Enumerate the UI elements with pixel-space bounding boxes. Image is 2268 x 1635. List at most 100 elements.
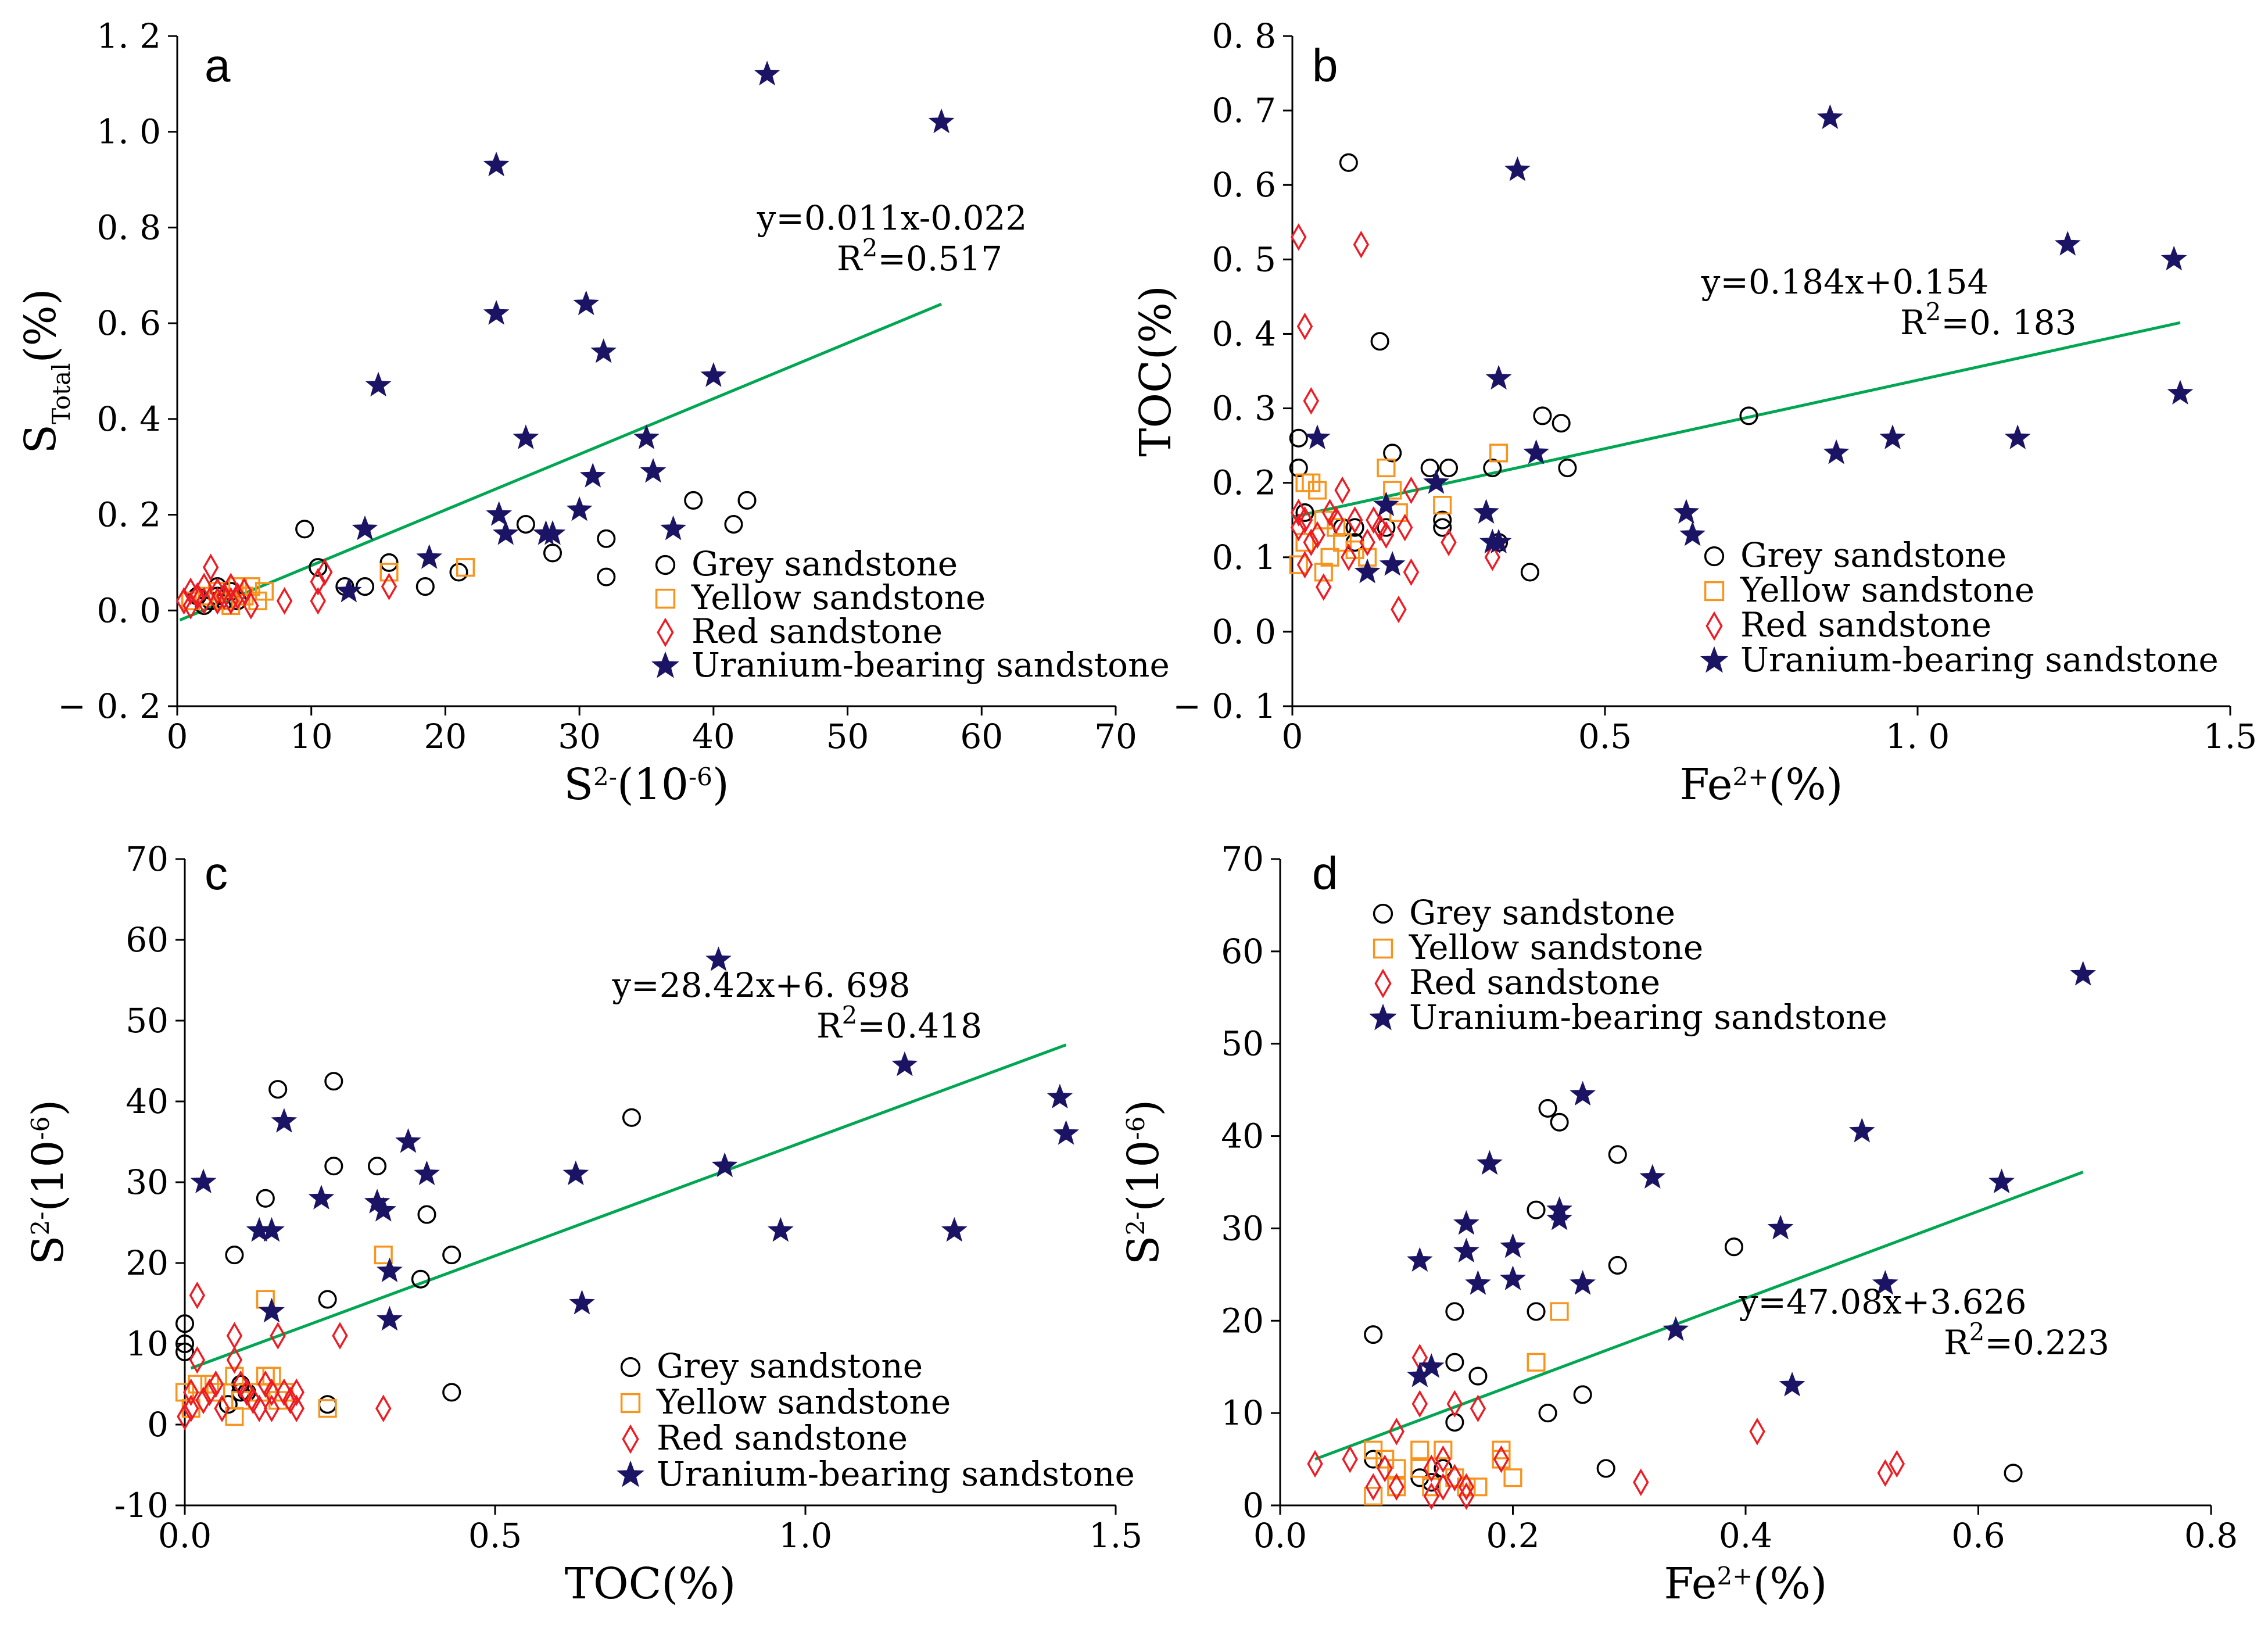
equation-label: y=47.08x+3.626 xyxy=(1739,1282,2027,1322)
data-point xyxy=(1500,1233,1526,1258)
data-point xyxy=(228,577,247,596)
data-point xyxy=(1365,1473,1381,1501)
series-star xyxy=(1304,104,2194,584)
data-point xyxy=(310,587,326,615)
data-point xyxy=(1465,1270,1491,1295)
data-point xyxy=(379,563,399,582)
y-tick-label: 50 xyxy=(1221,1024,1264,1064)
y-tick-label: -10 xyxy=(114,1486,169,1525)
data-point xyxy=(276,587,293,615)
data-point xyxy=(310,568,326,596)
data-point xyxy=(1053,1120,1079,1145)
data-point xyxy=(1321,499,1338,527)
legend-label: Grey sandstone xyxy=(657,1346,923,1386)
y-tick-label: 40 xyxy=(126,1082,169,1121)
data-point xyxy=(1373,491,1399,517)
series-circle xyxy=(1289,153,1758,582)
data-point xyxy=(1370,332,1389,351)
data-point xyxy=(516,514,535,534)
data-point xyxy=(1314,563,1333,582)
data-point xyxy=(1477,1150,1503,1175)
data-point xyxy=(1489,443,1509,463)
y-tick-label: 0. 6 xyxy=(96,303,161,343)
data-point xyxy=(1342,1445,1358,1473)
legend-marker xyxy=(1706,611,1723,641)
data-point xyxy=(232,1370,249,1398)
y-tick-label: 70 xyxy=(1221,839,1264,879)
data-point xyxy=(225,1246,244,1265)
data-point xyxy=(1633,1468,1649,1497)
legend-label: Yellow sandstone xyxy=(691,578,986,617)
data-point xyxy=(737,491,757,510)
y-tick-label: 30 xyxy=(126,1162,169,1202)
data-point xyxy=(700,362,727,387)
data-point xyxy=(1289,428,1308,448)
data-point xyxy=(276,1378,292,1407)
data-point xyxy=(189,1281,206,1310)
data-point xyxy=(1345,518,1364,537)
data-point xyxy=(196,573,212,600)
legend-marker xyxy=(1373,903,1393,924)
data-point xyxy=(1889,1450,1905,1478)
data-point xyxy=(317,558,333,586)
data-point xyxy=(1296,550,1313,579)
data-point xyxy=(579,463,606,488)
data-point xyxy=(1364,1487,1383,1506)
data-point xyxy=(1446,1464,1463,1492)
data-point xyxy=(1550,1112,1569,1132)
data-point xyxy=(1434,1440,1453,1459)
x-tick-label: 1. 0 xyxy=(1886,717,1950,756)
equation-label: y=0.184x+0.154 xyxy=(1701,262,1989,302)
data-point xyxy=(1533,406,1552,425)
panel-letter: b xyxy=(1312,40,1338,91)
data-point xyxy=(1295,533,1314,552)
data-point xyxy=(1307,481,1327,500)
x-axis-label: TOC(%) xyxy=(565,1559,736,1609)
y-tick-label: 0 xyxy=(147,1405,169,1444)
data-point xyxy=(1296,506,1313,534)
y-tick-label: 0. 6 xyxy=(1212,165,1276,205)
data-point xyxy=(1328,506,1345,534)
data-point xyxy=(1388,1473,1404,1501)
data-point xyxy=(562,1160,589,1186)
r-squared-label: R2=0.517 xyxy=(837,234,1002,279)
data-point xyxy=(891,1051,918,1076)
data-point xyxy=(2167,380,2194,405)
data-point xyxy=(416,544,443,569)
series-diamond xyxy=(177,1281,392,1430)
data-point xyxy=(259,1217,285,1242)
data-point xyxy=(223,587,239,615)
data-point xyxy=(1441,528,1457,556)
data-point xyxy=(417,1205,436,1224)
data-point xyxy=(456,558,475,577)
data-point xyxy=(195,1386,212,1415)
data-point xyxy=(1445,1353,1464,1372)
y-tick-label: 60 xyxy=(1221,932,1264,971)
data-point xyxy=(377,1305,403,1331)
data-point xyxy=(381,573,397,600)
y-tick-label: − 0. 1 xyxy=(1173,686,1276,726)
panel-letter: c xyxy=(205,847,228,899)
data-point xyxy=(1291,223,1307,251)
data-point xyxy=(1341,543,1357,571)
x-tick-label: 40 xyxy=(692,717,735,756)
data-point xyxy=(1296,312,1313,341)
y-tick-label: 0. 5 xyxy=(1212,239,1276,279)
data-point xyxy=(256,1189,275,1208)
data-point xyxy=(1468,1477,1488,1497)
data-point xyxy=(1377,1454,1393,1483)
data-point xyxy=(1767,1214,1794,1240)
y-axis-label: S2-(10-6) xyxy=(23,1100,73,1265)
regression-line xyxy=(1292,321,2181,519)
data-point xyxy=(1377,458,1396,478)
series-star xyxy=(1406,961,2097,1397)
data-point xyxy=(255,582,274,601)
data-point xyxy=(335,577,362,603)
legend-marker xyxy=(617,1460,644,1487)
data-point xyxy=(1387,1477,1406,1497)
data-point xyxy=(324,1072,343,1091)
y-tick-label: 50 xyxy=(126,1001,169,1040)
data-point xyxy=(309,558,328,577)
